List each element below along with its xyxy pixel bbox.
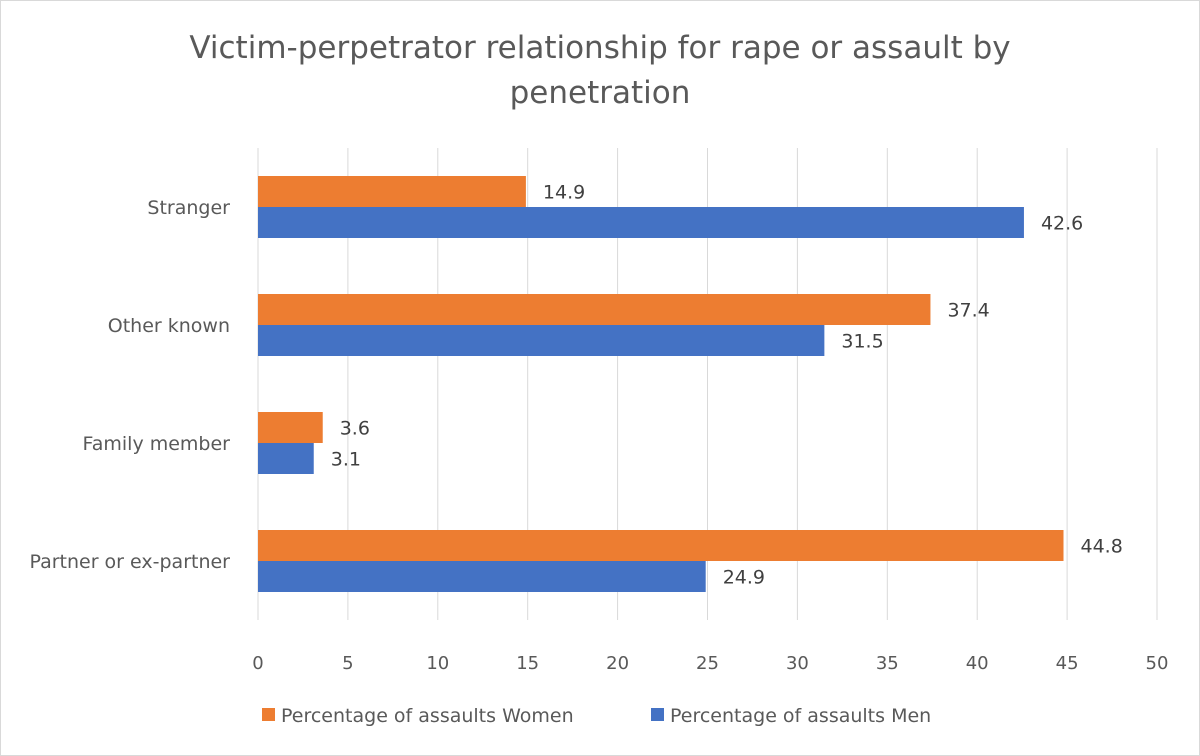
bar-men-1 — [258, 325, 825, 356]
bar-women-2 — [258, 412, 323, 443]
x-tick-label-9: 45 — [1056, 653, 1079, 674]
x-tick-label-6: 30 — [786, 653, 809, 674]
x-tick-label-4: 20 — [606, 653, 629, 674]
x-tick-label-2: 10 — [426, 653, 449, 674]
x-tick-label-7: 35 — [876, 653, 899, 674]
x-tick-label-5: 25 — [696, 653, 719, 674]
data-labels: 14.9 42.6 37.4 31.5 3.6 3.1 44.8 24.9 — [331, 182, 1123, 589]
legend-swatch-men — [651, 708, 664, 721]
data-label-women-0: 14.9 — [543, 182, 585, 204]
bar-women-0 — [258, 176, 526, 207]
data-label-men-0: 42.6 — [1041, 213, 1083, 235]
bar-women-1 — [258, 294, 931, 325]
legend: Percentage of assaults Women Percentage o… — [262, 705, 931, 727]
bars — [258, 176, 1064, 592]
x-axis-tick-labels: 0 5 10 15 20 25 30 35 40 45 50 — [252, 653, 1168, 674]
data-label-women-1: 37.4 — [947, 300, 989, 322]
legend-swatch-women — [262, 708, 275, 721]
category-label-3: Partner or ex-partner — [29, 551, 230, 573]
x-tick-label-10: 50 — [1146, 653, 1169, 674]
chart-title-line-2: penetration — [510, 75, 691, 111]
x-tick-label-8: 40 — [966, 653, 989, 674]
bar-men-0 — [258, 207, 1024, 238]
x-tick-label-0: 0 — [252, 653, 263, 674]
category-labels: Stranger Other known Family member Partner … — [29, 197, 230, 573]
chart-title: Victim-perpetrator relationship for rape… — [189, 30, 1010, 111]
data-label-women-3: 44.8 — [1081, 536, 1123, 558]
chart-title-line-1: Victim-perpetrator relationship for rape… — [189, 30, 1010, 66]
data-label-men-1: 31.5 — [841, 331, 883, 353]
category-label-0: Stranger — [147, 197, 230, 219]
legend-label-women: Percentage of assaults Women — [281, 705, 574, 727]
bar-men-2 — [258, 443, 314, 474]
x-tick-label-1: 5 — [342, 653, 353, 674]
data-label-women-2: 3.6 — [340, 418, 370, 440]
bar-women-3 — [258, 530, 1064, 561]
category-label-1: Other known — [108, 315, 230, 337]
bar-men-3 — [258, 561, 706, 592]
category-label-2: Family member — [83, 433, 231, 455]
data-label-men-2: 3.1 — [331, 449, 361, 471]
x-tick-label-3: 15 — [516, 653, 539, 674]
data-label-men-3: 24.9 — [723, 567, 765, 589]
legend-label-men: Percentage of assaults Men — [670, 705, 931, 727]
